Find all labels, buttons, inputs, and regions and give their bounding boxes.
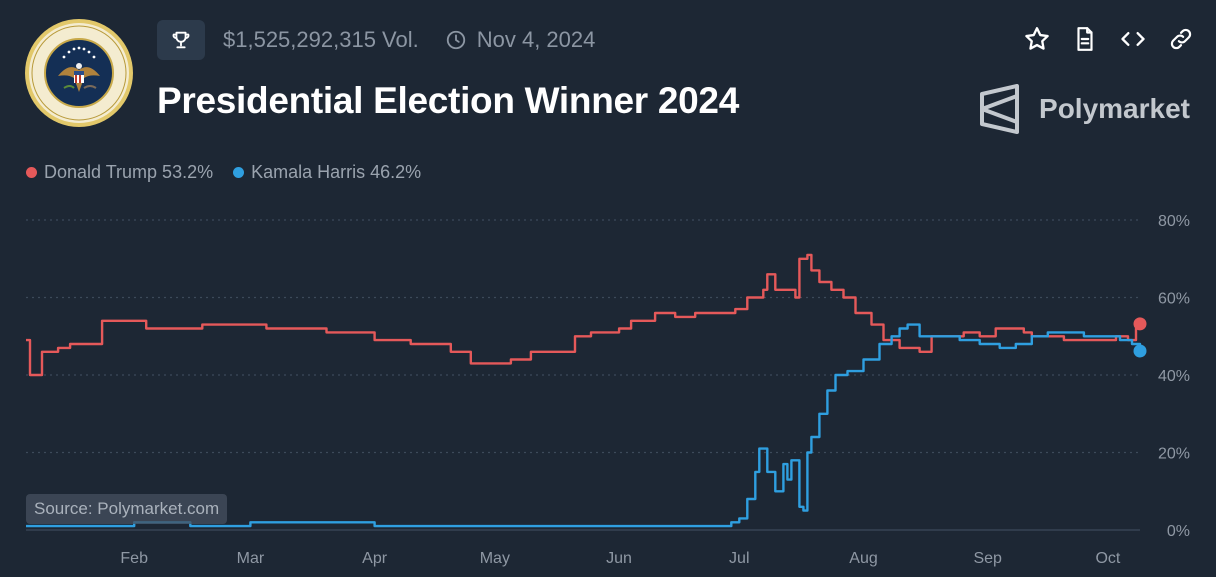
x-axis-ticks: Feb Mar Apr May Jun Jul Aug Sep Oct [120, 550, 1121, 567]
end-markers [1133, 317, 1147, 358]
document-button[interactable] [1070, 24, 1100, 54]
link-icon [1170, 28, 1192, 50]
legend-dot-harris [233, 167, 245, 178]
clock-icon [446, 30, 465, 50]
trophy-icon [172, 31, 190, 49]
y-tick-label: 0% [1167, 523, 1190, 540]
chart-legend: Donald Trump 53.2% Kamala Harris 46.2% [26, 162, 421, 183]
volume-text: $1,525,292,315 Vol. [223, 27, 419, 52]
price-history-chart[interactable]: 0% 20% 40% 60% 80% Feb Mar Apr May Jun Jul Aug Sep O… [0, 200, 1216, 577]
brand-name: Polymarket [1039, 93, 1190, 124]
polymarket-brand: Polymarket [979, 84, 1190, 134]
x-tick-label: Mar [237, 550, 265, 567]
legend-label-trump: Donald Trump 53.2% [44, 162, 214, 182]
end-date-text: Nov 4, 2024 [476, 27, 596, 52]
x-tick-label: Sep [973, 550, 1002, 567]
x-tick-label: Oct [1095, 550, 1120, 567]
star-icon [1025, 27, 1049, 50]
legend-item-trump[interactable]: Donald Trump 53.2% [26, 162, 213, 183]
legend-item-harris[interactable]: Kamala Harris 46.2% [233, 162, 421, 183]
x-tick-label: Jun [606, 550, 632, 567]
y-tick-label: 20% [1158, 446, 1190, 463]
code-icon [1121, 32, 1145, 46]
x-tick-label: Apr [362, 550, 388, 567]
legend-label-harris: Kamala Harris 46.2% [251, 162, 422, 182]
trump-end-marker [1133, 317, 1147, 331]
x-tick-label: Feb [120, 550, 148, 567]
copy-link-button[interactable] [1166, 24, 1196, 54]
y-tick-label: 80% [1158, 213, 1190, 230]
source-label: Source: Polymarket.com [26, 494, 228, 524]
trophy-badge [157, 20, 205, 60]
trump-series-line[interactable] [26, 253, 1142, 377]
x-tick-label: Jul [729, 550, 749, 567]
series-lines [26, 253, 1142, 528]
favorite-button[interactable] [1022, 24, 1052, 54]
x-tick-label: May [480, 550, 510, 567]
embed-button[interactable] [1118, 24, 1148, 54]
grid-lines [26, 219, 1140, 531]
harris-series-line[interactable] [26, 323, 1142, 528]
y-tick-label: 60% [1158, 291, 1190, 308]
y-axis-ticks: 0% 20% 40% 60% 80% [1158, 213, 1190, 540]
polymarket-logo [980, 84, 1020, 134]
x-tick-label: Aug [849, 550, 877, 567]
legend-dot-trump [26, 167, 37, 178]
presidential-seal-logo [25, 19, 133, 127]
y-tick-label: 40% [1158, 368, 1190, 385]
document-icon [1077, 27, 1093, 51]
market-title: Presidential Election Winner 2024 [157, 80, 739, 121]
harris-end-marker [1133, 344, 1147, 358]
